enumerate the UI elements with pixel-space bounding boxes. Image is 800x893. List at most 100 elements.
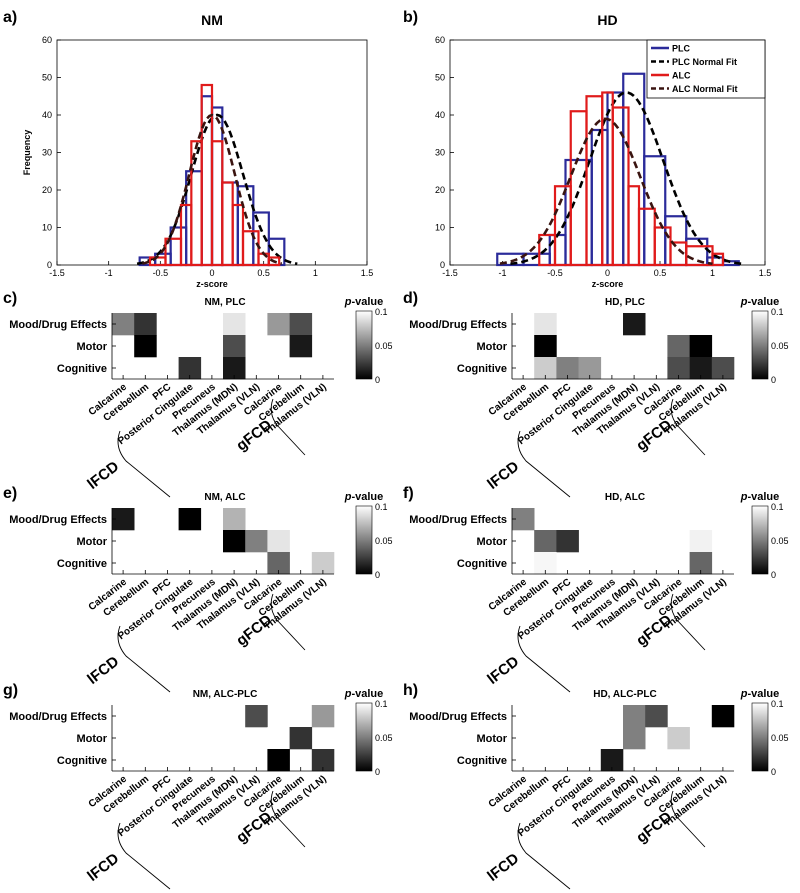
colorbar — [355, 310, 373, 380]
histogram-bar — [200, 83, 214, 267]
x-axis-label: z-score — [196, 279, 228, 289]
heatmap-cell — [223, 313, 246, 336]
colorbar-title-p: p — [740, 491, 748, 503]
colorbar-title: p-value — [740, 296, 780, 308]
x-tick-label: -1 — [105, 268, 113, 278]
heatmap-cell — [556, 357, 579, 380]
colorbar-tick-label: 0 — [771, 570, 776, 580]
colorbar-title-p: p — [344, 296, 352, 308]
heatmap-cell — [267, 552, 290, 575]
panel-letter: d) — [403, 290, 418, 307]
group-label: lFCD — [484, 653, 522, 688]
y-tick-label: 40 — [435, 110, 445, 120]
x-tick-label: -1 — [498, 268, 506, 278]
row-label: Mood/Drug Effects — [409, 319, 507, 331]
colorbar-title-rest: -value — [351, 491, 383, 503]
colorbar-tick-label: 0.1 — [375, 502, 388, 512]
x-tick-label: 0.5 — [257, 268, 270, 278]
panel-letter: h) — [403, 682, 418, 699]
histogram-bar — [548, 233, 567, 267]
heatmap-cell — [267, 749, 290, 772]
y-axis-label: Frequency — [22, 130, 32, 176]
colorbar-tick-label: 0.1 — [771, 307, 784, 317]
y-tick-label: 30 — [435, 148, 445, 158]
row-label: Motor — [476, 341, 507, 353]
colorbar-tick-label: 0.05 — [375, 341, 393, 351]
group-label: lFCD — [484, 850, 522, 885]
colorbar-title: p-value — [344, 296, 384, 308]
heatmap-panel-e: e) NM, ALC Mood/Drug Effects Motor Cognitive… — [3, 485, 393, 693]
heatmap-cell — [134, 335, 157, 358]
heatmap-title: NM, ALC-PLC — [193, 689, 258, 700]
heatmap-cell — [689, 530, 713, 553]
colorbar-tick-label: 0.05 — [771, 341, 789, 351]
colorbar-tick-label: 0 — [375, 375, 380, 385]
panel-letter: e) — [3, 485, 17, 502]
heatmap-cell — [134, 313, 157, 336]
legend-entry: ALC — [672, 71, 691, 81]
histogram-panel-b: b) HD -1.5 -1 -0.5 0 0.5 1 1.5 0 10 20 30 40 50 60 z-sco… — [403, 9, 771, 289]
heatmap-cell — [623, 705, 646, 728]
histogram-bar — [241, 230, 260, 267]
group-bracket — [270, 593, 306, 651]
y-tick-label: 20 — [42, 185, 52, 195]
colorbar-tick-label: 0.05 — [375, 733, 393, 743]
normal-fit-line — [142, 113, 283, 265]
colorbar-title: p-value — [740, 491, 780, 503]
group-bracket — [517, 430, 571, 498]
heatmap-cell — [267, 727, 290, 750]
group-bracket — [517, 822, 571, 890]
row-label: Mood/Drug Effects — [9, 319, 107, 331]
heatmap-cell — [311, 552, 335, 575]
histogram-bar — [210, 106, 224, 267]
row-label: Mood/Drug Effects — [409, 514, 507, 526]
heatmap-cell — [178, 357, 202, 380]
group-bracket — [670, 593, 706, 651]
heatmap-title: NM, ALC — [204, 492, 245, 503]
heatmap-cell — [623, 727, 646, 750]
normal-fit-line — [136, 113, 298, 266]
chart-title: HD — [597, 12, 617, 28]
y-tick-label: 0 — [47, 260, 52, 270]
histogram-bar — [664, 215, 688, 267]
colorbar-title-p: p — [740, 688, 748, 700]
heatmap-cell — [667, 727, 690, 750]
heatmap-cell — [645, 705, 668, 728]
colorbar-title-rest: -value — [747, 491, 779, 503]
y-tick-label: 30 — [42, 148, 52, 158]
histogram-bar — [590, 128, 609, 267]
heatmap-title: NM, PLC — [204, 297, 245, 308]
histogram-bar — [627, 185, 641, 267]
heatmap-title: HD, ALC — [605, 492, 645, 503]
heatmap-cell — [289, 313, 313, 336]
histogram-bar — [622, 72, 646, 267]
heatmap-cell — [600, 749, 624, 772]
y-tick-label: 40 — [42, 110, 52, 120]
x-tick-label: 0.5 — [654, 268, 667, 278]
heatmap-cell — [112, 313, 135, 336]
y-tick-label: 60 — [42, 35, 52, 45]
colorbar — [751, 702, 769, 772]
heatmap-title: HD, PLC — [605, 297, 645, 308]
histogram-bar — [711, 252, 725, 267]
colorbar-tick-label: 0.1 — [375, 307, 388, 317]
colorbar-tick-label: 0 — [771, 767, 776, 777]
colorbar-title-rest: -value — [351, 688, 383, 700]
row-label: Cognitive — [457, 755, 507, 767]
heatmap-cell — [689, 335, 713, 358]
histogram-bar — [267, 256, 281, 267]
row-label: Cognitive — [57, 558, 107, 570]
heatmap-cell — [534, 357, 557, 380]
group-label: lFCD — [84, 653, 122, 688]
heatmap-cell — [267, 530, 290, 553]
histogram-bar — [685, 237, 709, 267]
colorbar-tick-label: 0.05 — [375, 536, 393, 546]
heatmap-cell — [311, 705, 335, 728]
group-bracket — [270, 398, 306, 456]
histogram-bar — [606, 91, 625, 267]
y-tick-label: 10 — [435, 223, 445, 233]
normal-fit-line — [499, 117, 713, 266]
heatmap-cell — [289, 335, 313, 358]
group-label: lFCD — [84, 458, 122, 493]
